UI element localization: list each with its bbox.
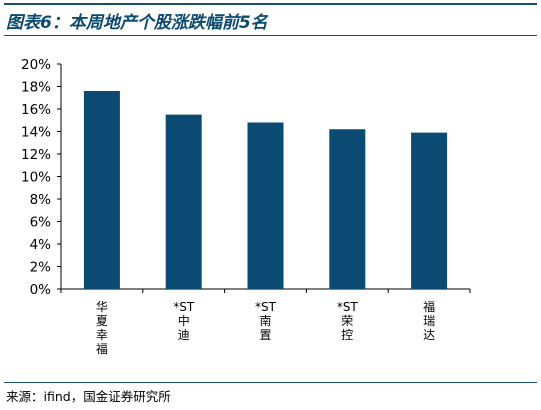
bars [83,91,448,289]
bar [329,129,366,289]
y-tick-label: 20% [21,57,51,73]
top-rule [4,3,537,5]
bar [165,114,202,289]
chart-title: 图表6：本周地产个股涨跌幅前5名 [6,13,268,33]
y-tick-label: 0% [30,282,52,298]
y-axis: 0% 2% 4% 6% 8% 10% 12% 14% 16% 18% 20% [21,57,62,298]
source-note: 来源：ifind，国金证券研究所 [6,389,171,404]
y-tick-label: 16% [21,102,51,118]
y-tick-label: 12% [21,147,51,163]
y-tick-label: 8% [30,192,52,208]
bar [83,91,120,289]
y-tick-label: 10% [21,170,51,186]
category-label: 华夏幸福 [96,300,108,356]
category-label: *ST 南置 [255,300,277,342]
category-label: 福瑞达 [423,299,435,342]
bottom-rule [4,382,537,383]
y-tick-label: 4% [30,237,52,253]
category-label: *ST 荣控 [337,300,359,342]
bar [411,132,448,289]
x-axis [60,288,471,293]
y-tick-label: 18% [21,80,51,96]
title-rule [4,35,537,36]
y-tick-label: 2% [30,260,52,276]
chart-area: 0% 2% 4% 6% 8% 10% 12% 14% 16% 18% 20% 华夏幸福 *ST 中迪 *S… [0,40,541,378]
y-tick-label: 14% [21,125,51,141]
category-label: *ST 中迪 [173,300,195,342]
y-tick-label: 6% [30,215,52,231]
bar-chart: 0% 2% 4% 6% 8% 10% 12% 14% 16% 18% 20% 华夏幸福 *ST 中迪 *S… [21,57,471,356]
bar [247,122,284,289]
category-labels: 华夏幸福 *ST 中迪 *ST 南置 *ST 荣控 福瑞达 [96,299,435,356]
